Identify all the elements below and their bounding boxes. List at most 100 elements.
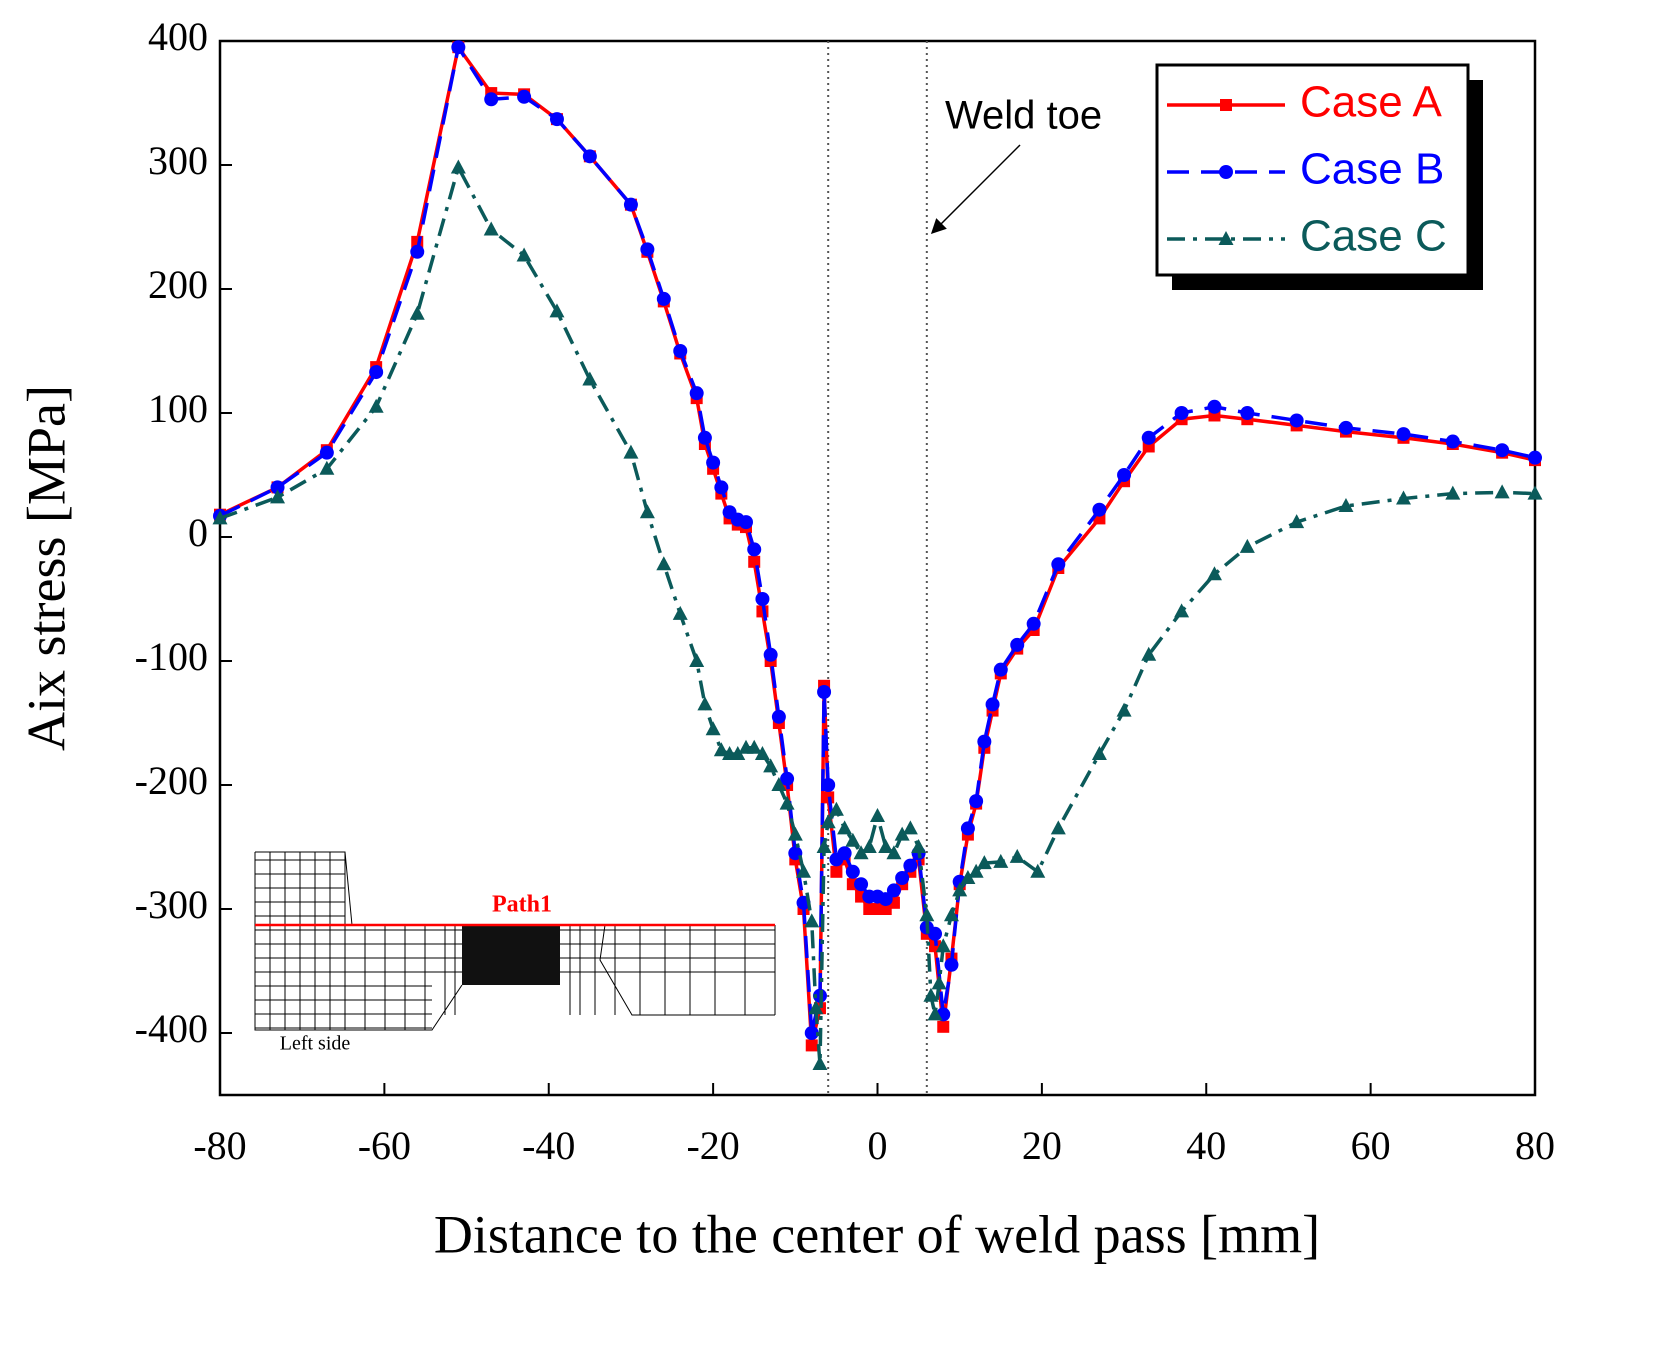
data-point [623, 444, 639, 459]
data-point [952, 882, 968, 897]
data-point [1527, 485, 1543, 500]
x-tick-label: -20 [686, 1123, 739, 1168]
data-point [656, 291, 671, 306]
x-tick-label: 40 [1186, 1123, 1226, 1168]
data-point [1050, 820, 1066, 835]
y-tick-label: 100 [148, 386, 208, 431]
data-point [748, 555, 761, 568]
data-point [902, 820, 918, 835]
data-point [960, 821, 975, 836]
y-axis-label: Aix stress [MPa] [16, 385, 76, 751]
data-point [368, 398, 384, 413]
data-point [944, 957, 959, 972]
data-point [640, 242, 655, 257]
data-point [816, 839, 832, 853]
data-point [937, 1020, 950, 1033]
series-line [219, 162, 1536, 1065]
data-point [697, 696, 713, 711]
data-point [993, 662, 1008, 677]
data-point [697, 430, 712, 445]
data-point [1207, 399, 1222, 414]
data-point [1174, 603, 1190, 618]
data-point [582, 371, 598, 386]
data-point [976, 855, 992, 870]
data-point [714, 480, 729, 495]
data-point [894, 826, 910, 841]
data-point [706, 455, 721, 470]
series-line [219, 42, 1536, 1034]
data-point [1141, 430, 1156, 445]
data-point [1494, 484, 1510, 499]
data-point [870, 808, 885, 822]
data-point [1026, 616, 1041, 631]
data-point [517, 89, 532, 104]
data-point [1495, 443, 1510, 458]
data-point [270, 489, 286, 504]
data-point [854, 877, 869, 892]
data-point [689, 653, 705, 667]
data-point [968, 863, 984, 878]
inset-label: Left side [280, 1033, 351, 1055]
data-point [1030, 863, 1046, 878]
data-point [656, 556, 672, 571]
data-point [1009, 848, 1025, 863]
data-point [837, 820, 853, 835]
data-point [817, 685, 832, 699]
data-point [1445, 434, 1460, 449]
data-point [1396, 490, 1411, 505]
data-point [845, 832, 861, 847]
data-point [804, 1026, 819, 1040]
data-point [845, 864, 860, 879]
data-point [1174, 406, 1189, 420]
data-point [804, 913, 820, 928]
y-tick-label: 200 [148, 262, 208, 307]
data-point [1117, 468, 1132, 482]
data-point [451, 40, 466, 55]
data-point [713, 742, 729, 757]
data-point [808, 1000, 824, 1015]
data-point [1092, 502, 1107, 517]
x-tick-label: 60 [1351, 1123, 1391, 1168]
legend-marker [1220, 99, 1232, 111]
data-point [861, 839, 877, 853]
data-point [1116, 702, 1132, 717]
data-point [878, 839, 894, 853]
legend-marker [1219, 165, 1233, 179]
data-point [985, 697, 1000, 712]
data-point [1206, 566, 1222, 581]
legend-label: Case C [1300, 212, 1447, 261]
data-point [582, 149, 597, 164]
y-tick-label: -300 [135, 882, 208, 927]
x-tick-label: -40 [522, 1123, 575, 1168]
data-point [787, 826, 803, 841]
y-tick-label: -400 [135, 1006, 208, 1051]
data-point [1141, 646, 1157, 661]
legend-marker [1218, 231, 1234, 245]
data-point [1445, 485, 1461, 500]
data-point [993, 853, 1009, 868]
data-point [780, 771, 795, 786]
data-point [1051, 557, 1066, 572]
data-point [911, 839, 927, 853]
data-point [270, 480, 285, 495]
data-point [969, 794, 984, 809]
x-tick-label: -80 [193, 1123, 246, 1168]
data-point [672, 605, 688, 620]
y-tick-label: -100 [135, 634, 208, 679]
data-point [886, 845, 902, 860]
y-tick-label: 400 [148, 14, 208, 59]
data-point [739, 515, 753, 530]
x-tick-label: 80 [1515, 1123, 1555, 1168]
y-tick-label: -200 [135, 758, 208, 803]
data-point [931, 975, 947, 990]
data-point [746, 739, 762, 754]
data-point [923, 987, 939, 1002]
data-point [853, 845, 869, 860]
data-point [927, 1006, 943, 1021]
data-point [673, 344, 688, 358]
data-point [483, 221, 499, 236]
data-point [516, 247, 532, 262]
data-point [747, 542, 762, 557]
data-point [821, 778, 836, 792]
